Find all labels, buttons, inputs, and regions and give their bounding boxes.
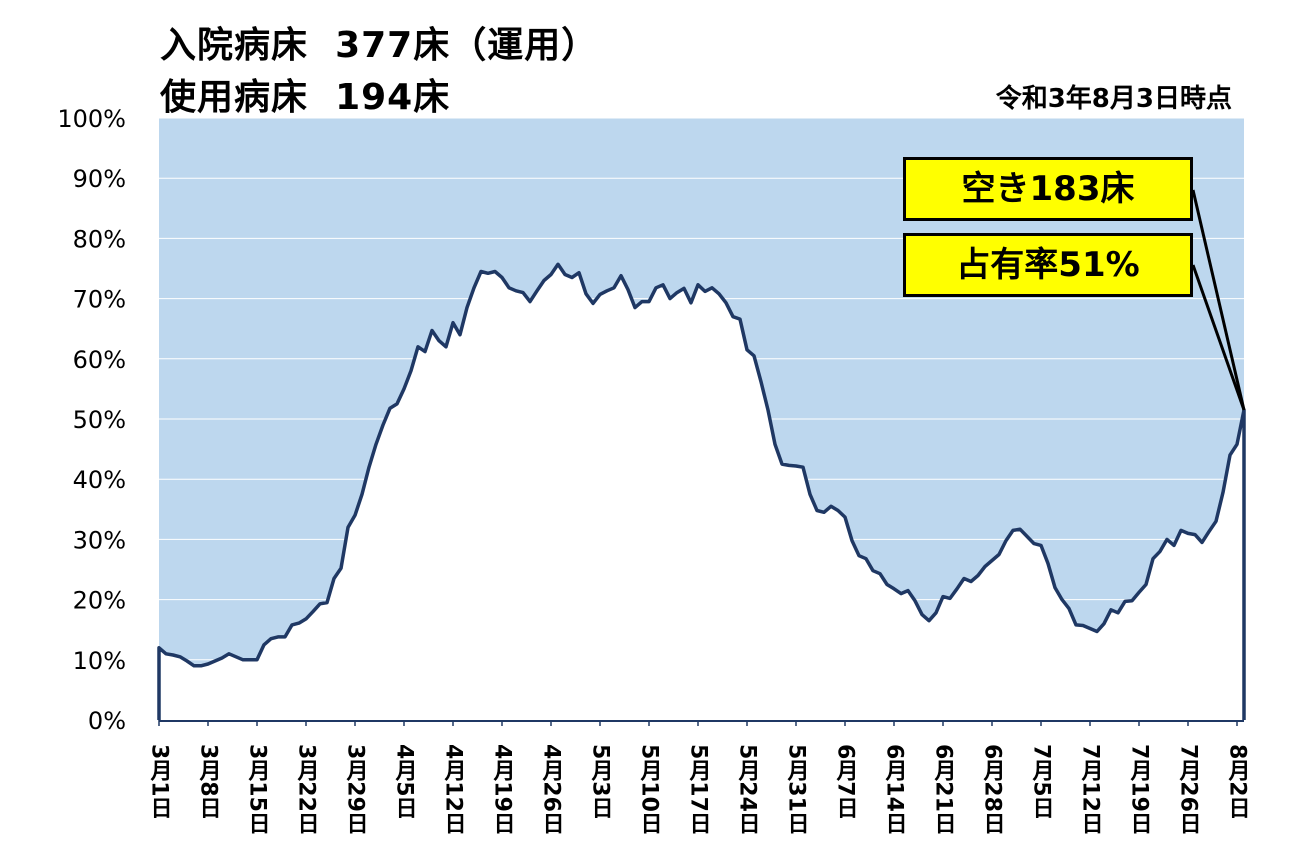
- occupancy-area: [159, 264, 1244, 720]
- x-tick-label: 8月2日: [1225, 744, 1252, 819]
- x-tick-label: 4月19日: [490, 744, 517, 834]
- x-tick-label: 3月22日: [294, 744, 321, 834]
- occupancy-rate-callout: 占有率51%: [903, 233, 1193, 297]
- x-tick-label: 4月5日: [392, 744, 419, 819]
- x-tick-label: 5月17日: [686, 744, 713, 834]
- occupancy-line: [157, 262, 1246, 720]
- y-tick-label: 10%: [73, 647, 126, 675]
- x-axis-labels: 3月1日 3月8日 3月15日 3月22日 3月29日 4月5日 4月12日 4月19日 4月2…: [147, 720, 1252, 834]
- y-tick-label: 30%: [73, 526, 126, 554]
- x-tick-label: 5月31日: [784, 744, 811, 834]
- vacant-beds-callout: 空き183床: [903, 157, 1193, 221]
- y-tick-label: 90%: [73, 165, 126, 193]
- x-tick-label: 4月12日: [441, 744, 468, 834]
- y-tick-label: 50%: [73, 406, 126, 434]
- x-tick-label: 5月10日: [637, 744, 664, 834]
- x-tick-label: 3月29日: [343, 744, 370, 834]
- y-tick-label: 70%: [73, 286, 126, 314]
- x-tick-label: 3月8日: [196, 744, 223, 819]
- x-tick-label: 7月26日: [1176, 744, 1203, 834]
- callout-leader-lines: [1191, 189, 1246, 411]
- beds-in-operation-title: 入院病床 377床（運用）: [160, 25, 599, 66]
- x-tick-label: 4月26日: [539, 744, 566, 834]
- y-tick-label: 100%: [57, 105, 126, 133]
- y-axis-labels: 0% 10% 20% 30% 40% 50% 60% 70% 80% 90% 100%: [57, 105, 126, 735]
- x-tick-label: 6月21日: [931, 744, 958, 834]
- x-tick-label: 3月1日: [147, 744, 174, 819]
- x-tick-label: 6月7日: [833, 744, 860, 819]
- x-tick-label: 7月12日: [1078, 744, 1105, 834]
- x-tick-label: 7月19日: [1127, 744, 1154, 834]
- x-tick-label: 6月28日: [980, 744, 1007, 834]
- leader-line: [1191, 189, 1246, 411]
- x-tick-label: 7月5日: [1029, 744, 1056, 819]
- y-tick-label: 40%: [73, 466, 126, 494]
- y-tick-label: 20%: [73, 587, 126, 615]
- y-tick-label: 80%: [73, 225, 126, 253]
- x-tick-label: 5月3日: [588, 744, 615, 819]
- y-tick-label: 0%: [88, 707, 126, 735]
- x-tick-label: 5月24日: [735, 744, 762, 834]
- beds-in-use-title: 使用病床 194床: [160, 77, 451, 118]
- x-tick-label: 6月14日: [882, 744, 909, 834]
- y-tick-label: 60%: [73, 346, 126, 374]
- x-tick-label: 3月15日: [245, 744, 272, 834]
- leader-line: [1191, 264, 1246, 411]
- as-of-date: 令和3年8月3日時点: [995, 84, 1232, 114]
